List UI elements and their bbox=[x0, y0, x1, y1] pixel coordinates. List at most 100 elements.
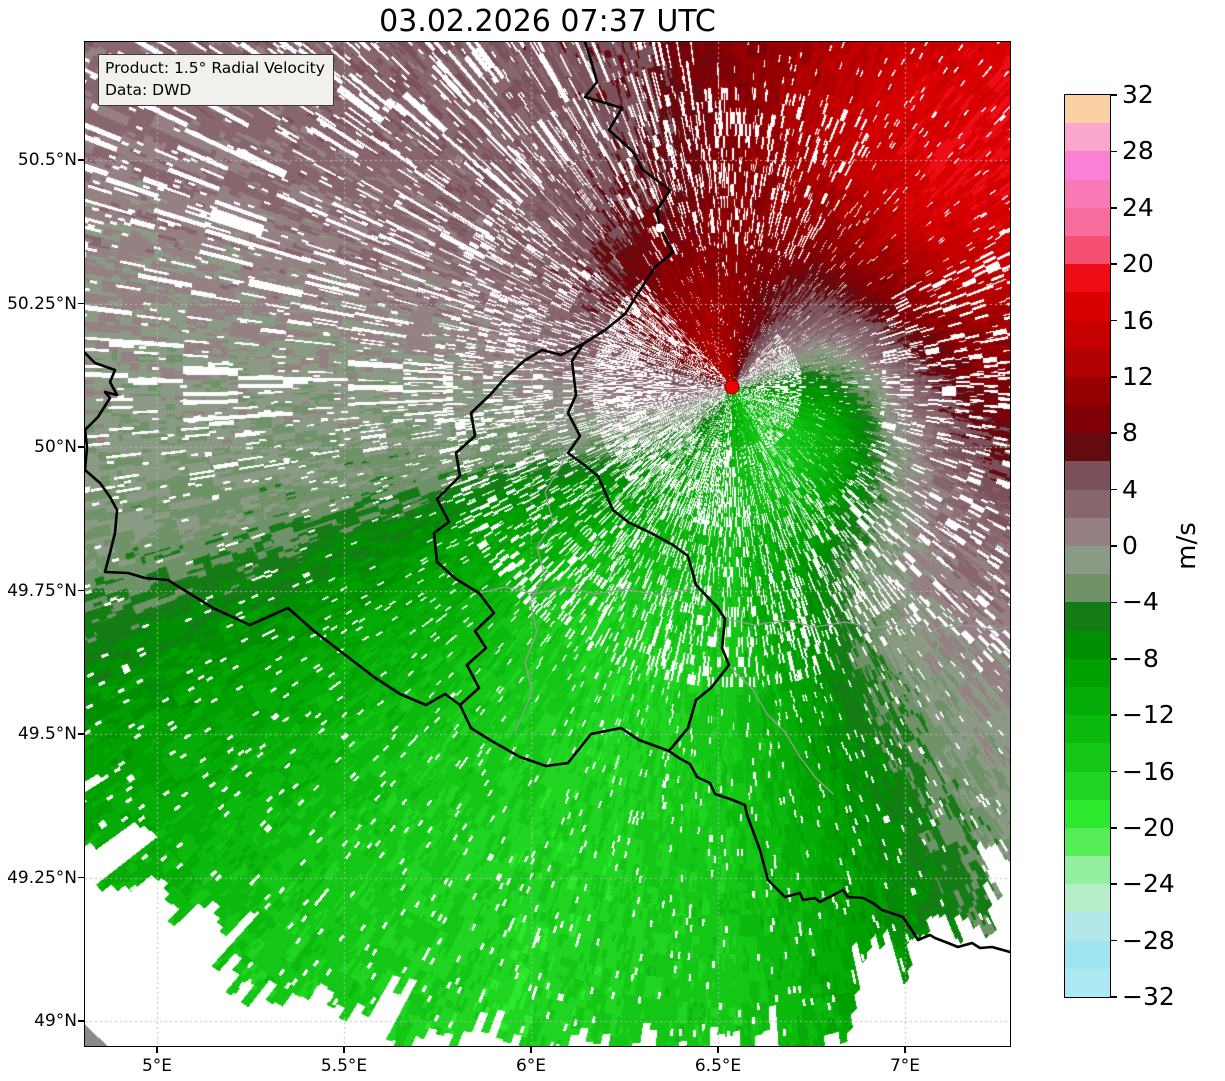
admin-border-line-2 bbox=[724, 618, 1010, 631]
colorbar-tickmark bbox=[1110, 545, 1117, 547]
colorbar-tickmark bbox=[1110, 263, 1117, 265]
colorbar-segment bbox=[1065, 574, 1110, 603]
colorbar-segment bbox=[1065, 715, 1110, 744]
colorbar-segment bbox=[1065, 743, 1110, 772]
x-tickmark bbox=[343, 1046, 345, 1053]
colorbar-tickmark bbox=[1110, 94, 1117, 96]
x-tickmark bbox=[156, 1046, 158, 1053]
x-tick-label-4: 7°E bbox=[889, 1056, 921, 1076]
colorbar-tick-label-8: 0 bbox=[1122, 531, 1138, 560]
velocity-colorbar bbox=[1064, 94, 1111, 998]
admin-border-line-1 bbox=[478, 584, 697, 596]
colorbar-segment bbox=[1065, 235, 1110, 265]
colorbar-segment bbox=[1065, 799, 1110, 828]
colorbar-tickmark bbox=[1110, 601, 1117, 604]
y-tickmark bbox=[78, 302, 85, 305]
colorbar-tick-label-4: 16 bbox=[1122, 305, 1154, 335]
x-tick-label-3: 6.5°E bbox=[694, 1056, 742, 1076]
colorbar-segment bbox=[1065, 602, 1110, 631]
colorbar-tick-label-10: −8 bbox=[1122, 643, 1159, 673]
colorbar-segment bbox=[1065, 320, 1110, 349]
colorbar-tick-label-5: 12 bbox=[1122, 361, 1154, 391]
colorbar-segment bbox=[1065, 658, 1110, 687]
y-tickmark bbox=[78, 589, 85, 592]
colorbar-tickmark bbox=[1110, 488, 1117, 491]
plot-title: 03.02.2026 07:37 UTC bbox=[379, 4, 716, 39]
colorbar-segment bbox=[1065, 461, 1110, 490]
colorbar-tickmark bbox=[1110, 432, 1117, 435]
colorbar-tick-label-2: 24 bbox=[1122, 192, 1154, 222]
colorbar-segment bbox=[1065, 686, 1110, 716]
colorbar-segment bbox=[1065, 771, 1110, 800]
colorbar-segment bbox=[1065, 123, 1110, 152]
map-plot-area: Product: 1.5° Radial Velocity Data: DWD bbox=[84, 41, 1011, 1047]
colorbar-segment bbox=[1065, 827, 1110, 857]
colorbar-tick-label-7: 4 bbox=[1122, 474, 1138, 504]
colorbar-segment bbox=[1065, 292, 1110, 321]
colorbar-segment bbox=[1065, 968, 1110, 997]
colorbar-tickmark bbox=[1110, 206, 1117, 209]
colorbar-segment bbox=[1065, 884, 1110, 913]
colorbar-tick-label-15: −28 bbox=[1122, 925, 1175, 955]
x-tick-label-2: 6°E bbox=[515, 1056, 547, 1076]
colorbar-tick-label-3: 20 bbox=[1122, 249, 1154, 279]
y-tick-label-4: 49.5°N bbox=[17, 724, 77, 744]
colorbar-segment bbox=[1065, 348, 1110, 377]
colorbar-segment bbox=[1065, 376, 1110, 406]
y-tick-label-2: 50°N bbox=[34, 437, 77, 457]
colorbar-segment bbox=[1065, 207, 1110, 236]
border-gap-dot bbox=[655, 223, 665, 233]
colorbar-segment bbox=[1065, 489, 1110, 518]
colorbar-tickmark bbox=[1110, 939, 1117, 942]
y-tick-label-3: 49.75°N bbox=[7, 580, 77, 601]
colorbar-unit-label: m/s bbox=[1171, 522, 1202, 570]
x-tickmark bbox=[904, 1046, 906, 1053]
y-tick-label-1: 50.25°N bbox=[7, 293, 77, 314]
y-tickmark bbox=[78, 1020, 85, 1022]
admin-border-line-3 bbox=[728, 664, 834, 795]
y-tick-label-0: 50.5°N bbox=[17, 150, 77, 170]
colorbar-tickmark bbox=[1110, 883, 1117, 886]
colorbar-segment bbox=[1065, 179, 1110, 208]
colorbar-tick-label-9: −4 bbox=[1122, 587, 1159, 617]
y-tickmark bbox=[78, 446, 85, 448]
colorbar-segment bbox=[1065, 546, 1110, 575]
product-annotation-line1: Product: 1.5° Radial Velocity bbox=[105, 59, 325, 77]
colorbar-segment bbox=[1065, 630, 1110, 659]
x-tickmark bbox=[717, 1046, 719, 1053]
country-border-line-2 bbox=[667, 749, 1010, 954]
colorbar-tickmark bbox=[1110, 770, 1117, 773]
y-tickmark bbox=[78, 733, 85, 735]
colorbar-segment bbox=[1065, 433, 1110, 462]
admin-border-line-0 bbox=[514, 394, 577, 733]
colorbar-tick-label-1: 28 bbox=[1122, 136, 1154, 166]
y-tickmark bbox=[78, 159, 85, 161]
x-tick-label-1: 5.5°E bbox=[320, 1056, 368, 1076]
colorbar-segment bbox=[1065, 405, 1110, 434]
colorbar-segment bbox=[1065, 95, 1110, 124]
colorbar-tickmark bbox=[1110, 376, 1117, 378]
radar-site-marker bbox=[724, 379, 740, 395]
colorbar-tick-label-12: −16 bbox=[1122, 756, 1175, 786]
x-tickmark bbox=[530, 1046, 532, 1053]
colorbar-tick-label-14: −24 bbox=[1122, 869, 1175, 899]
product-annotation-box: Product: 1.5° Radial Velocity Data: DWD bbox=[98, 54, 334, 106]
colorbar-tickmark bbox=[1110, 714, 1117, 716]
y-tickmark bbox=[78, 876, 85, 879]
colorbar-segment bbox=[1065, 912, 1110, 941]
colorbar-tick-label-11: −12 bbox=[1122, 700, 1175, 730]
x-tick-label-0: 5°E bbox=[141, 1056, 173, 1076]
country-border-line-1 bbox=[581, 42, 675, 346]
colorbar-segment bbox=[1065, 856, 1110, 885]
country-border-line-3 bbox=[85, 351, 462, 707]
colorbar-segment bbox=[1065, 264, 1110, 293]
colorbar-segment bbox=[1065, 517, 1110, 546]
y-tick-label-6: 49°N bbox=[34, 1011, 77, 1031]
colorbar-tickmark bbox=[1110, 319, 1117, 322]
product-annotation-line2: Data: DWD bbox=[105, 81, 192, 99]
colorbar-tick-label-0: 32 bbox=[1122, 80, 1154, 109]
colorbar-tickmark bbox=[1110, 827, 1117, 829]
colorbar-segment bbox=[1065, 151, 1110, 180]
colorbar-tick-label-6: 8 bbox=[1122, 418, 1138, 448]
